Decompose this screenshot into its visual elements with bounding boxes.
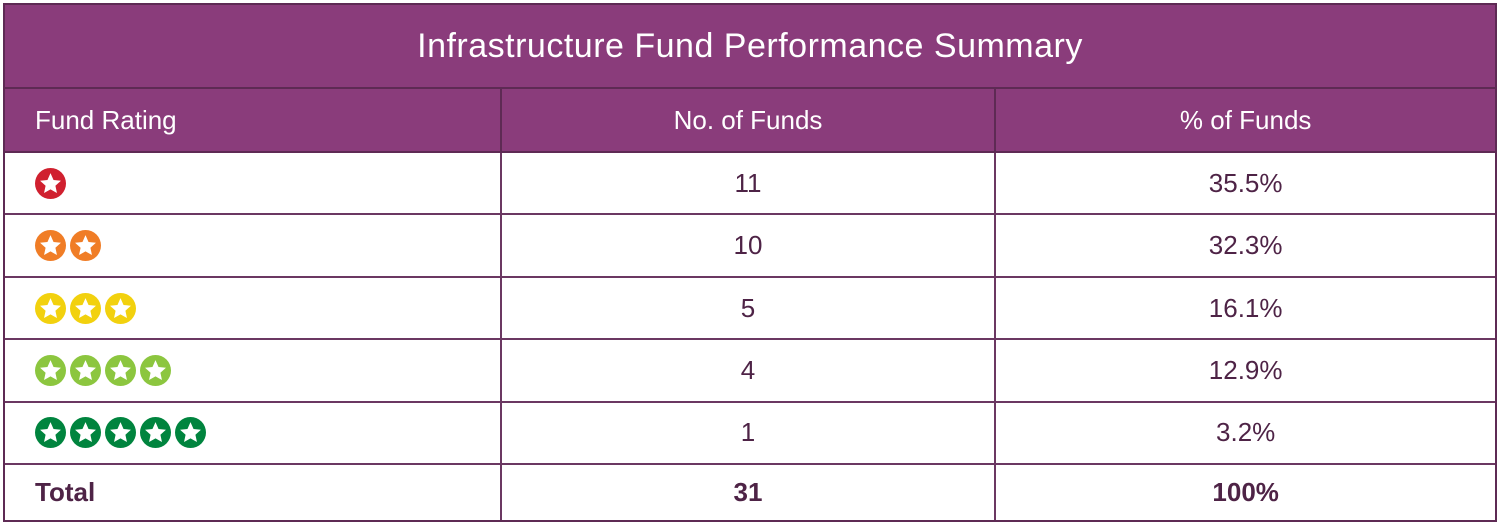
star-icon xyxy=(35,292,66,324)
star-rating-4 xyxy=(35,354,171,386)
column-header-pct-of-funds: % of Funds xyxy=(994,89,1495,151)
star-rating-1 xyxy=(35,167,66,199)
table-row: 11 35.5% xyxy=(5,153,1495,216)
rating-cell xyxy=(5,403,500,463)
rating-cell xyxy=(5,215,500,275)
funds-count-cell: 1 xyxy=(499,402,995,464)
total-pct-value: 100% xyxy=(994,465,1495,520)
star-icon xyxy=(35,417,66,449)
star-icon xyxy=(175,417,206,449)
rating-cell xyxy=(5,340,500,400)
star-rating-3 xyxy=(35,292,136,324)
star-rating-5 xyxy=(35,417,206,449)
star-icon xyxy=(70,354,101,386)
funds-pct-cell: 35.5% xyxy=(994,153,1495,214)
funds-pct-cell: 16.1% xyxy=(994,277,1495,339)
funds-pct-cell: 3.2% xyxy=(994,402,1495,464)
star-icon xyxy=(70,230,101,262)
header-row: Fund Rating No. of Funds % of Funds xyxy=(5,89,1495,153)
rating-cell xyxy=(5,153,500,213)
rating-cell xyxy=(5,278,500,338)
star-icon xyxy=(35,167,66,199)
funds-count-cell: 4 xyxy=(499,340,995,401)
total-label: Total xyxy=(35,477,96,507)
column-header-no-of-funds: No. of Funds xyxy=(499,89,995,151)
column-header-fund-rating: Fund Rating xyxy=(35,104,177,135)
total-funds-value: 31 xyxy=(499,465,995,520)
table-row: 4 12.9% xyxy=(5,340,1495,403)
star-icon xyxy=(140,417,171,449)
table-body: 11 35.5% 10 32.3% 5 16.1% 4 12.9% 1 3.2% xyxy=(5,153,1495,466)
star-icon xyxy=(105,417,136,449)
star-icon xyxy=(140,354,171,386)
table-title: Infrastructure Fund Performance Summary xyxy=(5,5,1495,89)
star-icon xyxy=(35,230,66,262)
table-row: 10 32.3% xyxy=(5,215,1495,278)
star-rating-2 xyxy=(35,230,101,262)
funds-count-cell: 5 xyxy=(499,277,995,339)
star-icon xyxy=(35,354,66,386)
funds-pct-cell: 12.9% xyxy=(994,340,1495,401)
table-row: 1 3.2% xyxy=(5,402,1495,466)
star-icon xyxy=(105,354,136,386)
total-row: Total 31 100% xyxy=(5,465,1495,520)
star-icon xyxy=(70,417,101,449)
star-icon xyxy=(105,292,136,324)
funds-count-cell: 11 xyxy=(499,153,995,214)
star-icon xyxy=(70,292,101,324)
funds-count-cell: 10 xyxy=(499,215,995,276)
table-row: 5 16.1% xyxy=(5,277,1495,341)
funds-pct-cell: 32.3% xyxy=(994,215,1495,276)
fund-performance-table: Infrastructure Fund Performance Summary … xyxy=(3,3,1497,522)
